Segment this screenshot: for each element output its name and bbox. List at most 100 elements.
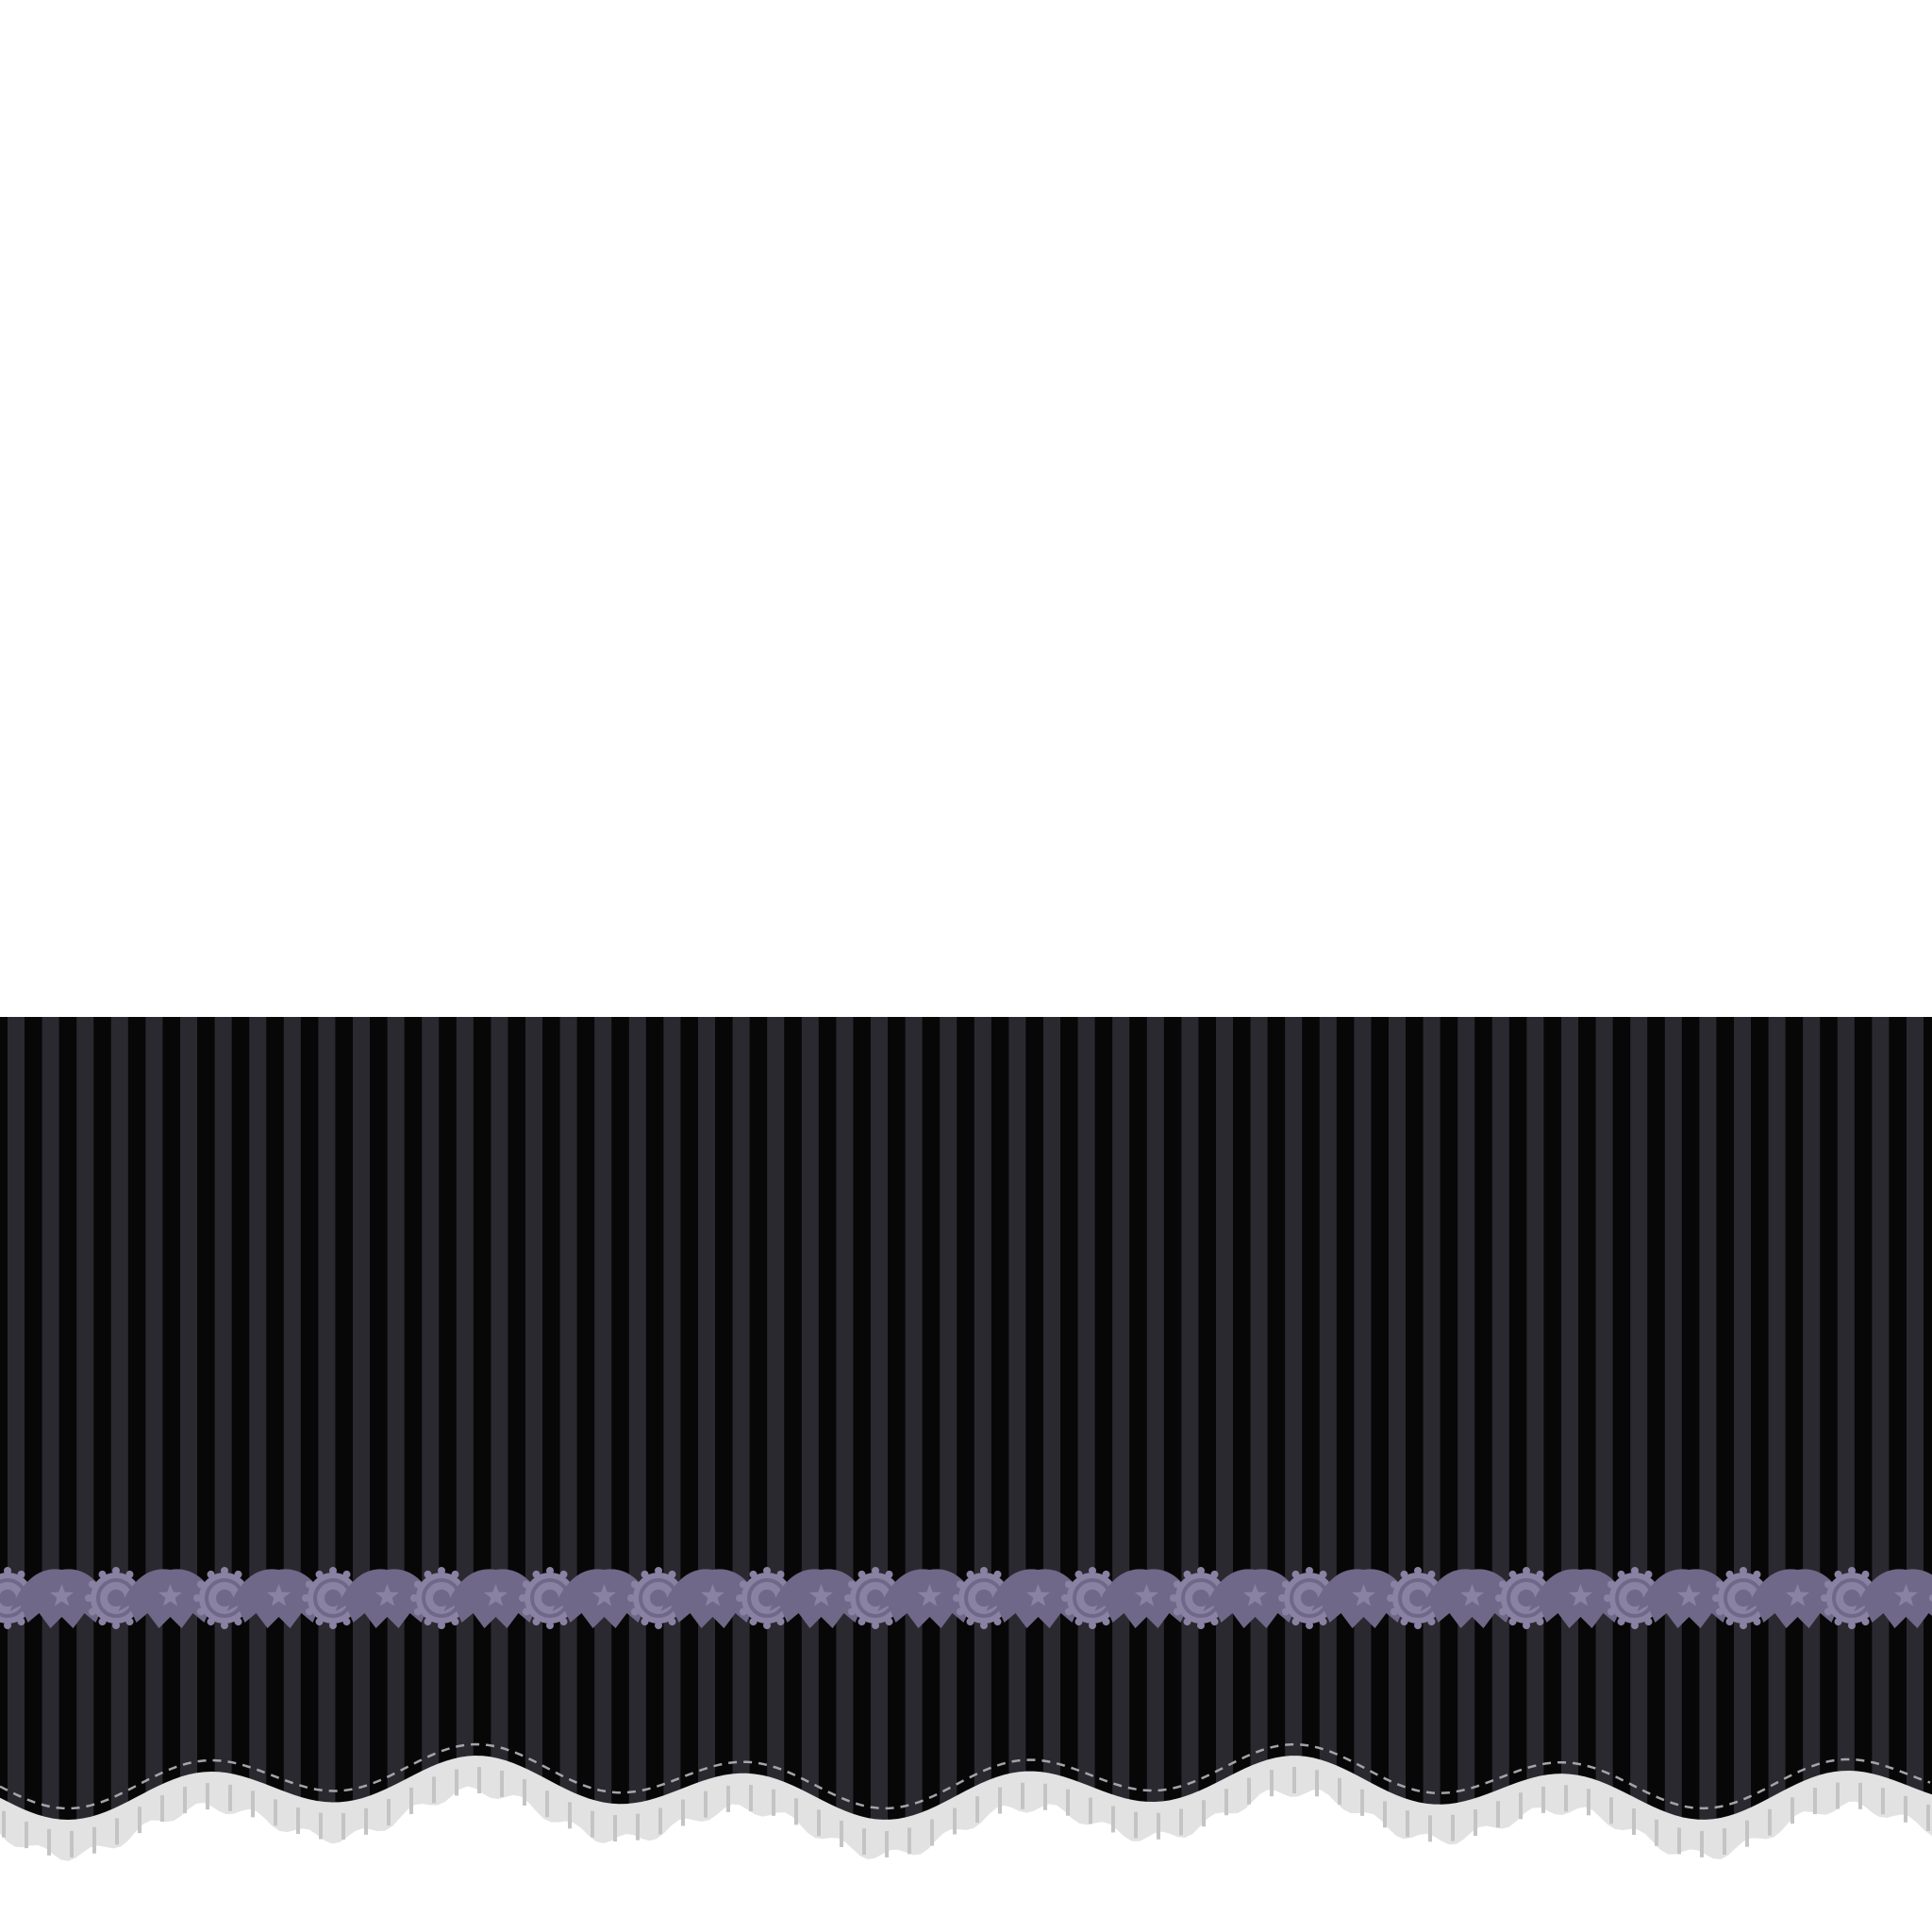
medallion-petal xyxy=(1291,1618,1300,1626)
stripe xyxy=(1043,1017,1060,1829)
medallion-petal xyxy=(1712,1594,1720,1602)
medallion-petal xyxy=(1617,1618,1625,1626)
rosette-medallion-icon xyxy=(1929,1594,1932,1602)
medallion-petal xyxy=(234,1618,242,1626)
medallion-petal xyxy=(655,1622,662,1629)
medallion-petal xyxy=(858,1618,866,1626)
stripe xyxy=(1389,1017,1406,1829)
star-icon xyxy=(809,1584,833,1607)
medallion-petal xyxy=(207,1618,215,1626)
medallion-petal xyxy=(627,1594,635,1602)
stripe xyxy=(1457,1017,1475,1829)
star-icon xyxy=(267,1584,291,1607)
stripe xyxy=(145,1017,163,1829)
medallion-petal xyxy=(1508,1570,1517,1578)
stripe xyxy=(180,1017,197,1829)
star-shape xyxy=(50,1584,74,1607)
medallion-center xyxy=(108,1590,125,1607)
medallion-petal xyxy=(4,1622,11,1629)
medallion-petal xyxy=(125,1570,134,1578)
ruffle-band xyxy=(0,1756,1932,1861)
medallion-center xyxy=(1735,1590,1752,1607)
stripe xyxy=(42,1017,59,1829)
medallion-center xyxy=(1626,1590,1643,1607)
medallion-center xyxy=(325,1590,341,1607)
stripe xyxy=(663,1017,681,1829)
rosette-medallion-icon xyxy=(519,1567,581,1629)
medallion-petal xyxy=(1631,1567,1639,1574)
star-shape xyxy=(809,1584,833,1607)
medallion-petal xyxy=(17,1570,25,1578)
star-shape xyxy=(918,1584,941,1607)
skirt xyxy=(0,1017,1932,1829)
medallion-petal xyxy=(956,1580,964,1589)
medallion-petal xyxy=(641,1570,649,1578)
medallion-petal xyxy=(1848,1622,1856,1629)
medallion-petal xyxy=(1064,1607,1073,1616)
medallion-petal xyxy=(546,1567,554,1574)
stripe xyxy=(1595,1017,1613,1829)
medallion-petal xyxy=(1498,1607,1507,1616)
stripe xyxy=(1250,1017,1268,1829)
stripe xyxy=(974,1017,991,1829)
medallion-petal xyxy=(749,1618,758,1626)
medallion-petal xyxy=(1387,1594,1394,1602)
medallion-center xyxy=(216,1590,233,1607)
medallion-petal xyxy=(522,1580,530,1589)
bat-wing-shape xyxy=(1854,1569,1932,1628)
medallion-petal xyxy=(993,1570,1002,1578)
rosette-medallion-icon xyxy=(1712,1567,1774,1629)
medallion-petal xyxy=(1617,1570,1625,1578)
stripe xyxy=(1354,1017,1372,1829)
medallion-petal xyxy=(1427,1570,1436,1578)
medallion-petal xyxy=(1414,1622,1422,1629)
star-shape xyxy=(1352,1584,1375,1607)
star-shape xyxy=(484,1584,508,1607)
medallion-petal xyxy=(329,1622,337,1629)
stripe xyxy=(1423,1017,1441,1829)
medallion-petal xyxy=(4,1567,11,1574)
ornamental-border xyxy=(0,1567,1932,1629)
star-icon xyxy=(1894,1584,1918,1607)
medallion-petal xyxy=(1197,1622,1205,1629)
medallion-petal xyxy=(1929,1594,1932,1602)
medallion-petal xyxy=(1834,1618,1842,1626)
medallion-petal xyxy=(98,1618,107,1626)
medallion-center xyxy=(1192,1590,1209,1607)
stripe xyxy=(905,1017,923,1829)
medallion-petal xyxy=(1834,1570,1842,1578)
medallion-petal xyxy=(207,1570,215,1578)
stripe xyxy=(594,1017,612,1829)
stripe xyxy=(1699,1017,1717,1829)
medallion-petal xyxy=(630,1580,639,1589)
medallion-petal xyxy=(315,1570,324,1578)
medallion-petal xyxy=(1715,1580,1724,1589)
medallion-petal xyxy=(1644,1570,1653,1578)
medallion-petal xyxy=(234,1570,242,1578)
stripe xyxy=(8,1017,25,1829)
medallion-petal xyxy=(763,1622,771,1629)
medallion-petal xyxy=(872,1622,879,1629)
medallion-petal xyxy=(749,1570,758,1578)
medallion-petal xyxy=(668,1618,676,1626)
medallion-petal xyxy=(305,1607,313,1616)
stripe xyxy=(1112,1017,1130,1829)
rosette-medallion-icon xyxy=(1170,1567,1232,1629)
medallion-petal xyxy=(329,1567,337,1574)
medallion-center xyxy=(1084,1590,1101,1607)
medallion-petal xyxy=(1306,1567,1313,1574)
medallion-petal xyxy=(112,1622,120,1629)
medallion-petal xyxy=(1523,1567,1530,1574)
medallion-petal xyxy=(1740,1622,1747,1629)
star-shape xyxy=(158,1584,182,1607)
medallion-petal xyxy=(88,1607,96,1616)
medallion-petal xyxy=(1861,1618,1870,1626)
medallion-petal xyxy=(1173,1607,1181,1616)
medallion-petal xyxy=(1183,1618,1191,1626)
stripe xyxy=(422,1017,440,1829)
medallion-petal xyxy=(763,1567,771,1574)
medallion-petal xyxy=(413,1607,422,1616)
medallion-petal xyxy=(1390,1607,1398,1616)
star-icon xyxy=(158,1584,182,1607)
medallion-petal xyxy=(1427,1618,1436,1626)
